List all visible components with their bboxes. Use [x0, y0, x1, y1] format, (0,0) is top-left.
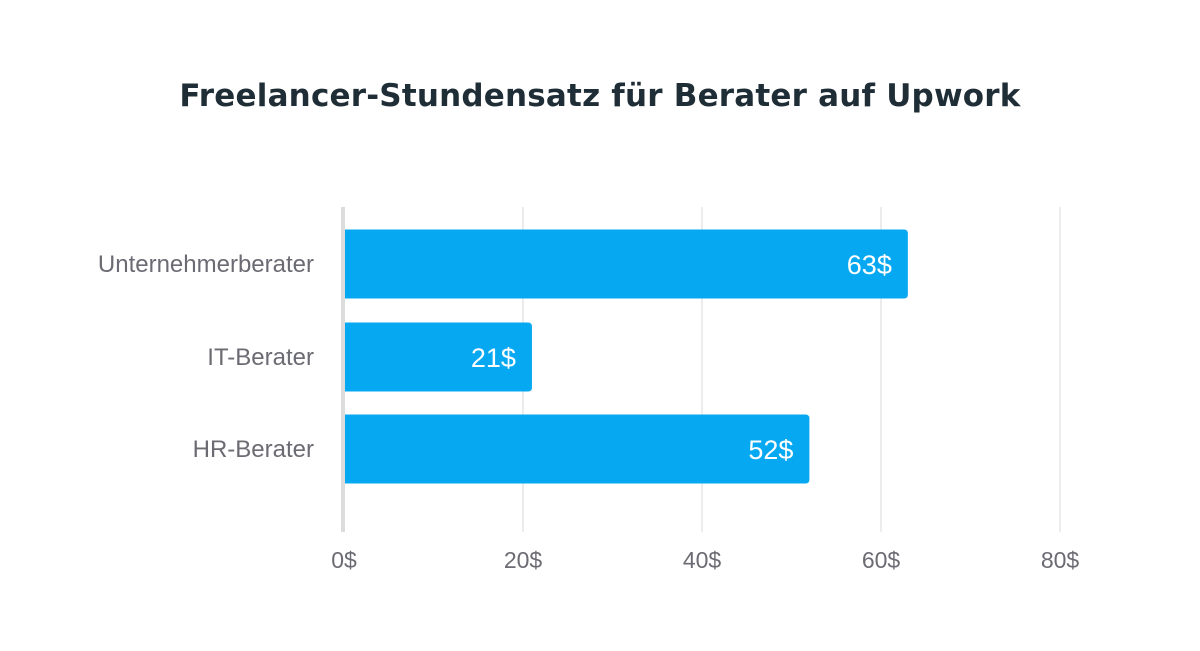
x-tick-label: 40$ — [683, 547, 722, 573]
bar-value-label: 63$ — [847, 250, 892, 280]
category-label: HR-Berater — [193, 436, 314, 463]
bar-hr-berater — [344, 414, 810, 484]
bar-value-label: 52$ — [748, 435, 793, 465]
bar-it-berater — [344, 322, 532, 392]
y-axis — [341, 207, 345, 532]
y-axis-line — [341, 207, 345, 532]
bar-unternehmerberater — [344, 229, 908, 299]
x-tick-label: 0$ — [331, 547, 357, 573]
labels: 0$ 20$ 40$ 60$ 80$ 63$ Unternehmerberater 21$ IT… — [98, 250, 1080, 573]
bars — [344, 229, 908, 484]
x-tick-label: 80$ — [1041, 547, 1080, 573]
x-tick-label: 20$ — [504, 547, 543, 573]
x-tick-label: 60$ — [862, 547, 901, 573]
category-label: Unternehmerberater — [98, 251, 314, 278]
bar-value-label: 21$ — [471, 343, 516, 373]
chart-title: Freelancer-Stundensatz für Berater auf U… — [179, 78, 1021, 114]
category-label: IT-Berater — [207, 344, 314, 371]
